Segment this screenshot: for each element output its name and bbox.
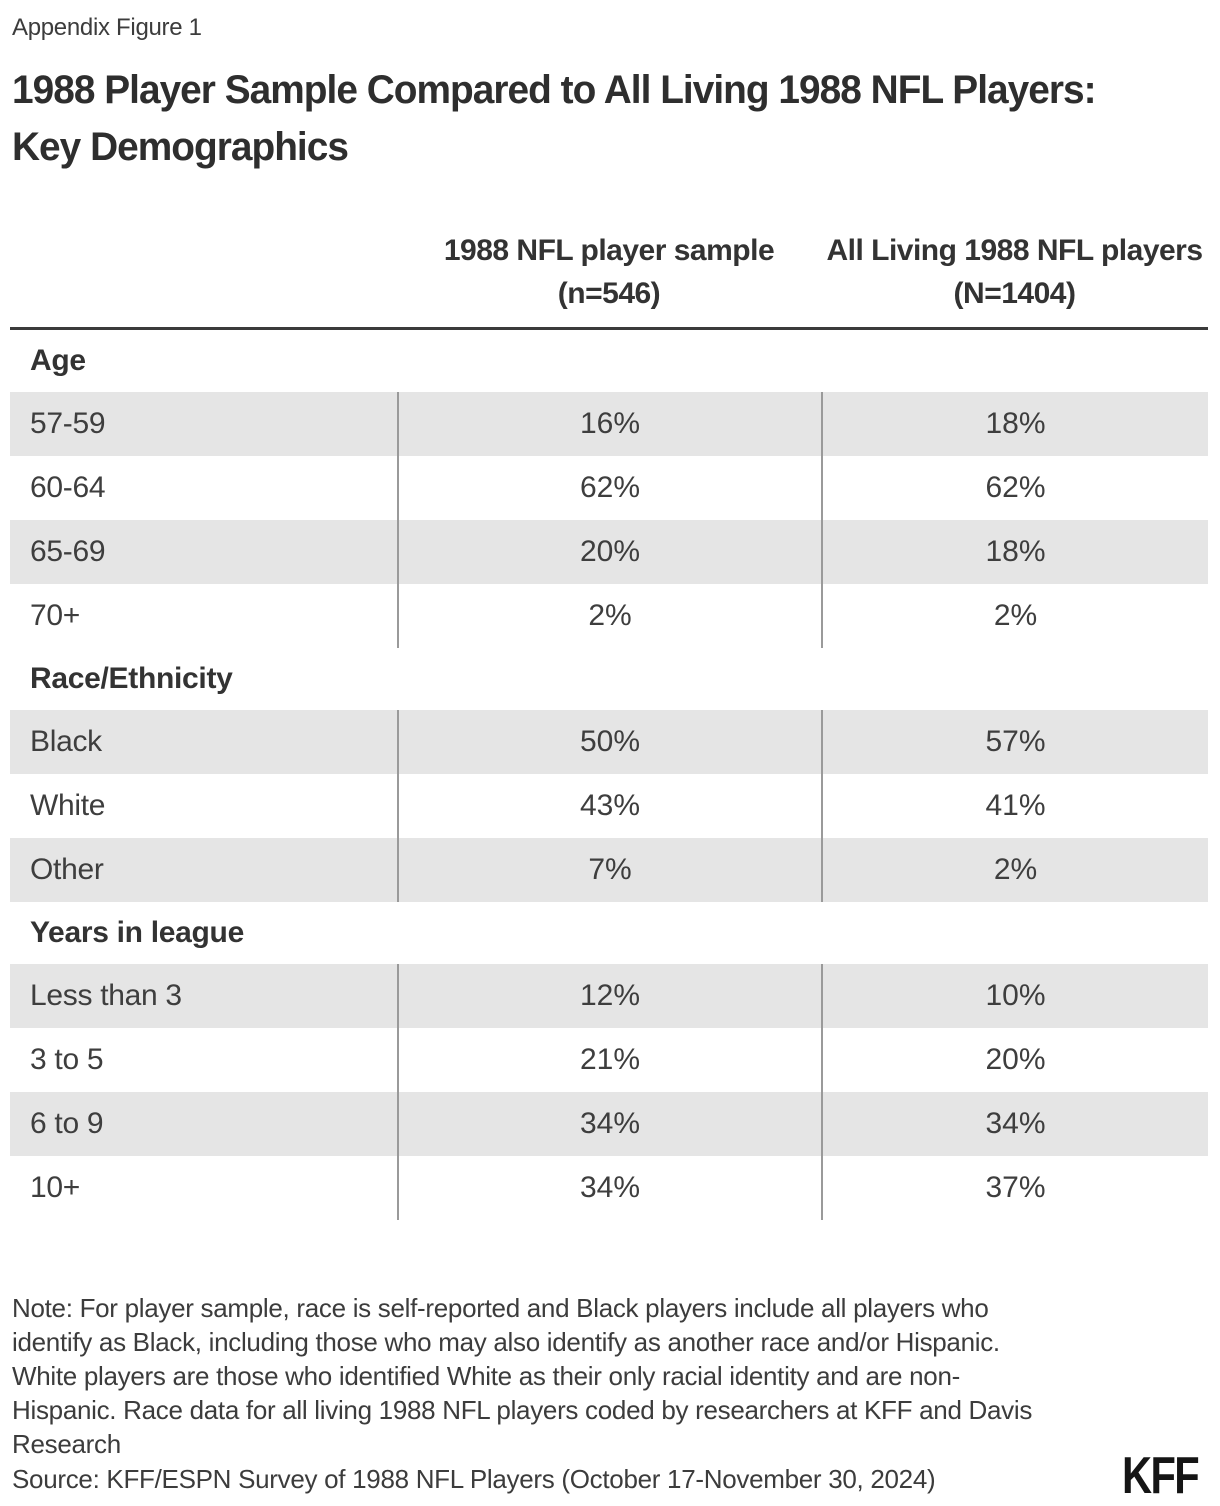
sample-value: 50% — [397, 710, 821, 774]
table-row: Black 50% 57% — [10, 710, 1208, 774]
all-living-value: 2% — [821, 584, 1208, 648]
column-header-sample: 1988 NFL player sample (n=546) — [443, 234, 775, 310]
figure-label: Appendix Figure 1 — [12, 14, 202, 41]
table-row: 65-69 20% 18% — [10, 520, 1208, 584]
sample-value: 34% — [397, 1156, 821, 1220]
row-label: Other — [30, 853, 104, 886]
table-header-row: 1988 NFL player sample (n=546) All Livin… — [10, 219, 1208, 330]
row-label: Less than 3 — [30, 979, 182, 1012]
sample-value: 34% — [397, 1092, 821, 1156]
table-row: Less than 3 12% 10% — [10, 964, 1208, 1028]
table-row: White 43% 41% — [10, 774, 1208, 838]
section-header-age: Age — [30, 344, 86, 377]
section-race-ethnicity: Race/Ethnicity Black 50% 57% White 43% 4… — [10, 648, 1208, 902]
table-row: 3 to 5 21% 20% — [10, 1028, 1208, 1092]
all-living-value: 62% — [821, 456, 1208, 520]
title-line-2: Key Demographics — [12, 125, 349, 169]
table-row: 6 to 9 34% 34% — [10, 1092, 1208, 1156]
sample-value: 43% — [397, 774, 821, 838]
sample-value: 62% — [397, 456, 821, 520]
sample-value: 7% — [397, 838, 821, 902]
section-age: Age 57-59 16% 18% 60-64 62% 62% 65-69 20… — [10, 330, 1208, 648]
note-text: Note: For player sample, race is self-re… — [12, 1291, 1032, 1461]
sample-value: 21% — [397, 1028, 821, 1092]
note-line: Research — [12, 1429, 121, 1459]
table-row: 10+ 34% 37% — [10, 1156, 1208, 1220]
row-label: White — [30, 789, 106, 822]
all-living-value: 2% — [821, 838, 1208, 902]
sample-value: 20% — [397, 520, 821, 584]
all-living-value: 20% — [821, 1028, 1208, 1092]
title-line-1: 1988 Player Sample Compared to All Livin… — [12, 68, 1097, 112]
row-label: 60-64 — [30, 471, 106, 504]
page-title: 1988 Player Sample Compared to All Livin… — [12, 62, 1097, 176]
note-line: identify as Black, including those who m… — [12, 1327, 1000, 1357]
section-header-years-in-league: Years in league — [30, 916, 244, 949]
demographics-table: 1988 NFL player sample (n=546) All Livin… — [10, 219, 1208, 1220]
all-living-value: 34% — [821, 1092, 1208, 1156]
all-living-value: 37% — [821, 1156, 1208, 1220]
table-row: 57-59 16% 18% — [10, 392, 1208, 456]
table-row: 70+ 2% 2% — [10, 584, 1208, 648]
sample-value: 16% — [397, 392, 821, 456]
column-header-all-living: All Living 1988 NFL players (N=1404) — [826, 234, 1203, 310]
note-line: Hispanic. Race data for all living 1988 … — [12, 1395, 1033, 1425]
sample-value: 2% — [397, 584, 821, 648]
row-label: 10+ — [30, 1171, 80, 1204]
all-living-value: 57% — [821, 710, 1208, 774]
source-text: Source: KFF/ESPN Survey of 1988 NFL Play… — [12, 1464, 936, 1494]
all-living-value: 18% — [821, 520, 1208, 584]
sample-value: 12% — [397, 964, 821, 1028]
all-living-value: 10% — [821, 964, 1208, 1028]
section-header-race-ethnicity: Race/Ethnicity — [30, 662, 233, 695]
row-label: 57-59 — [30, 407, 106, 440]
all-living-value: 41% — [821, 774, 1208, 838]
note-line: Note: For player sample, race is self-re… — [12, 1293, 989, 1323]
row-label: 70+ — [30, 599, 80, 632]
kff-logo: KFF — [1121, 1447, 1200, 1505]
note-line: White players are those who identified W… — [12, 1361, 960, 1391]
row-label: 65-69 — [30, 535, 106, 568]
row-label: Black — [30, 725, 102, 758]
table-row: Other 7% 2% — [10, 838, 1208, 902]
section-years-in-league: Years in league Less than 3 12% 10% 3 to… — [10, 902, 1208, 1220]
all-living-value: 18% — [821, 392, 1208, 456]
row-label: 6 to 9 — [30, 1107, 104, 1140]
table-row: 60-64 62% 62% — [10, 456, 1208, 520]
row-label: 3 to 5 — [30, 1043, 104, 1076]
